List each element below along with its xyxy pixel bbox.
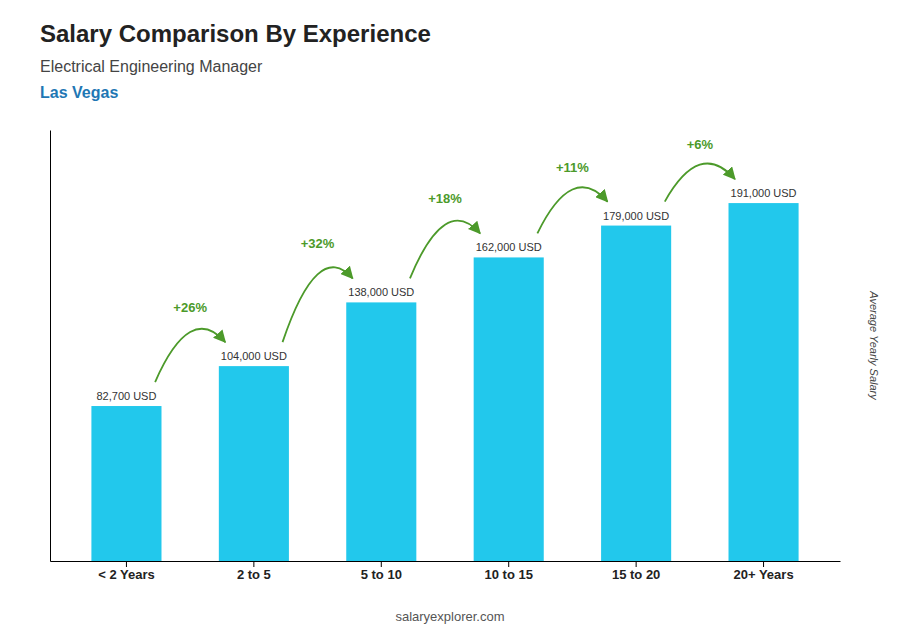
x-tick-label: 15 to 20 (612, 567, 660, 582)
x-tick: 10 to 15 (484, 561, 532, 582)
x-tick-label: < 2 Years (98, 567, 155, 582)
pct-arrow (283, 267, 353, 342)
y-axis-title: Average Yearly Salary (868, 290, 880, 401)
data-label: 104,000 USD (221, 350, 287, 362)
x-tick-label: 20+ Years (733, 567, 793, 582)
subtitle: Electrical Engineering Manager (40, 58, 263, 75)
x-tick-label: 2 to 5 (237, 567, 271, 582)
x-axis: < 2 Years 2 to 5 5 to 10 10 to 15 15 to 20 20… (51, 561, 841, 582)
bar (729, 203, 799, 561)
pct-arrow (537, 187, 607, 233)
y-axis (50, 131, 51, 562)
bar (219, 366, 289, 561)
city: Las Vegas (40, 84, 118, 101)
pct-arrow (665, 163, 735, 201)
pct-label: +26% (173, 300, 207, 315)
bar (601, 226, 671, 561)
x-tick: < 2 Years (98, 561, 155, 582)
x-tick-mark (636, 561, 637, 567)
x-tick: 2 to 5 (237, 561, 271, 582)
plot: < 2 Years 2 to 5 5 to 10 10 to 15 15 to 20 20… (51, 131, 841, 583)
pct-arrow (155, 329, 225, 382)
data-label: 179,000 USD (603, 210, 669, 222)
x-tick-mark (126, 561, 127, 567)
data-label: 138,000 USD (348, 286, 414, 298)
chart: Salary Comparison By Experience Electrica… (0, 0, 900, 641)
x-tick: 5 to 10 (361, 561, 402, 582)
x-tick-mark (763, 561, 764, 567)
x-tick-mark (253, 561, 254, 567)
x-tick-mark (508, 561, 509, 567)
bar (91, 406, 161, 561)
data-label: 82,700 USD (96, 390, 156, 402)
x-axis-line (51, 561, 841, 562)
data-label: 191,000 USD (731, 187, 797, 199)
pct-label: +18% (428, 191, 462, 206)
footer: salaryexplorer.com (395, 609, 504, 624)
x-tick-mark (381, 561, 382, 567)
pct-arrow (410, 221, 480, 279)
bars (91, 203, 798, 561)
pct-label: +6% (687, 137, 714, 152)
data-label: 162,000 USD (476, 241, 542, 253)
x-tick: 20+ Years (733, 561, 793, 582)
data-labels: 82,700 USD 104,000 USD 138,000 USD 162,000 … (96, 187, 796, 402)
pct-label: +32% (301, 236, 335, 251)
x-tick-label: 5 to 10 (361, 567, 402, 582)
bar (474, 257, 544, 561)
bar (346, 302, 416, 561)
pct-label: +11% (556, 160, 589, 175)
title: Salary Comparison By Experience (40, 20, 431, 47)
annotations: +26% +32% +18% +11% +6% (155, 137, 735, 382)
x-tick: 15 to 20 (612, 561, 660, 582)
x-tick-label: 10 to 15 (484, 567, 532, 582)
y-axis-line (50, 131, 51, 562)
